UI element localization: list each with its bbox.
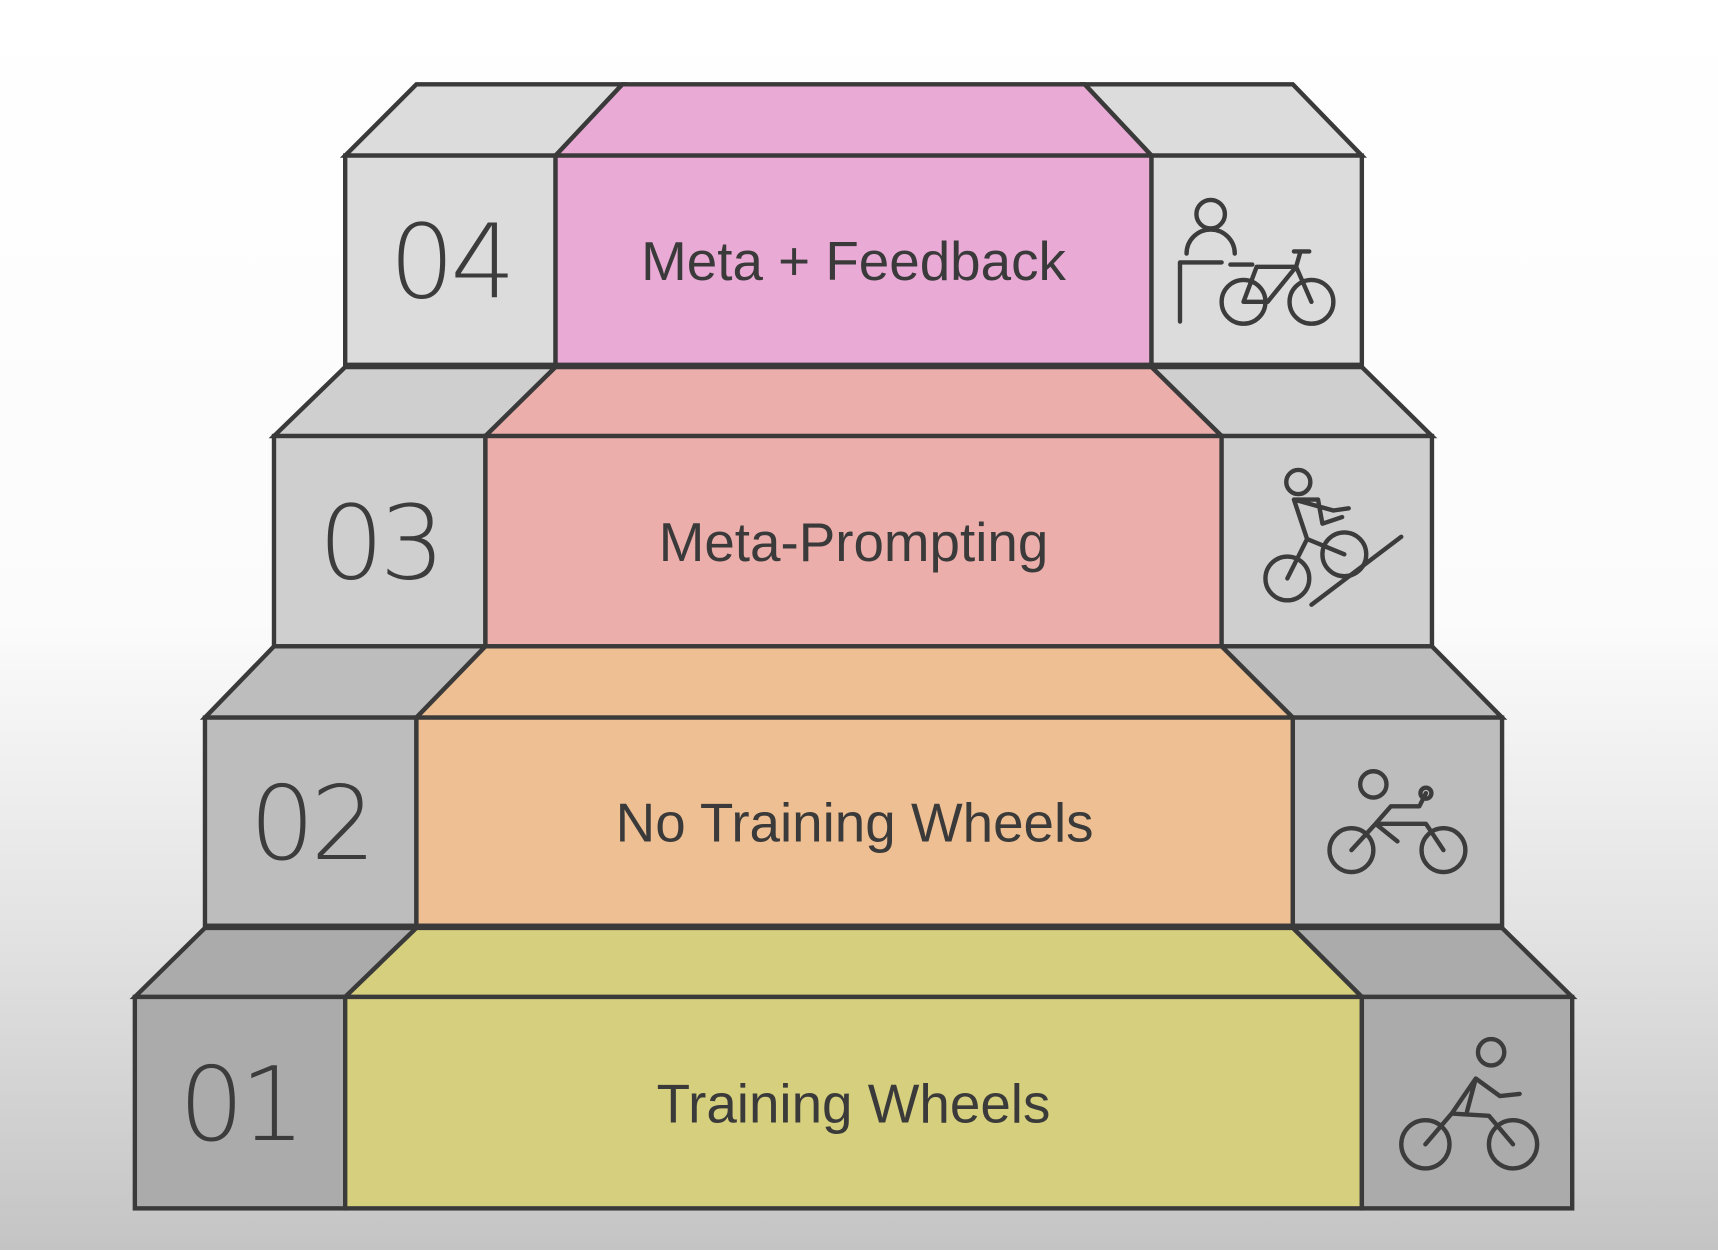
icon-block [1149,153,1365,368]
step-tread [480,364,1227,439]
step-label: Training Wheels [657,1072,1051,1134]
step-riser [483,433,1224,649]
step-02: 02 No Training Wheels [199,644,1508,928]
step-01: 01 Training Wheels [129,925,1578,1211]
step-number: 01 [179,1045,301,1165]
step-label: No Training Wheels [616,791,1094,853]
number-block [132,994,348,1211]
icon-block [1359,994,1575,1211]
step-tread [550,82,1157,158]
step-label: Meta-Prompting [659,511,1049,573]
number-block [343,153,558,368]
number-block [202,715,419,928]
step-tread [411,644,1299,720]
step-tread [339,925,1368,1000]
person-with-bicycle-icon [1177,197,1336,326]
uphill-cyclist-icon [1263,467,1404,607]
step-riser [414,715,1296,928]
cyclist-icon [1399,1036,1540,1171]
step-04: 04 Meta + Feedback [339,82,1368,368]
step-number: 04 [389,202,511,322]
step-03: 03 Meta-Prompting [268,364,1438,649]
step-number: 02 [250,764,372,884]
step-riser [343,994,1365,1211]
reclined-cyclist-icon [1327,769,1468,875]
step-number: 03 [319,483,441,603]
step-label: Meta + Feedback [641,230,1066,292]
